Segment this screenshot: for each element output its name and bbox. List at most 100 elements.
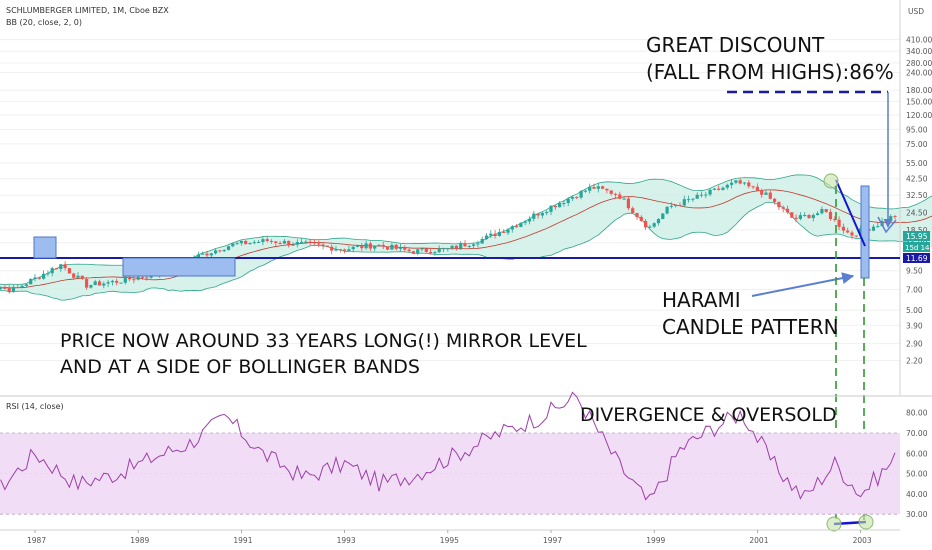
candle-body [747,182,751,187]
price-tick-label: 410.00 [906,36,932,45]
candle-body [364,243,368,249]
bb-upper [0,174,932,285]
candle-body [334,249,338,251]
annotation-harami-line1: HARAMI [662,288,741,312]
candle-body [730,182,734,185]
candle-body [390,244,394,250]
candle-body [484,235,489,239]
candle-body [592,187,596,189]
price-tick-label: 120.00 [906,111,932,120]
candle-body [695,194,699,199]
candle-body [398,247,403,249]
candle-body [803,214,807,216]
candle-body [343,249,347,251]
annotation-discount-line1: GREAT DISCOUNT [646,33,825,57]
candle-body [265,239,269,241]
candle-body [828,211,833,220]
candle-body [871,226,876,231]
candle-body [605,188,609,191]
candle-body [489,233,493,236]
candle-body [764,192,768,195]
price-tick-label: 2.90 [906,340,923,349]
last-price-label-bg [903,231,930,241]
candle-body [136,276,140,280]
candle-body [665,206,669,214]
candle-body [570,197,575,199]
candle-body [411,251,415,254]
x-tick-label: 1987 [27,536,46,545]
candle-body [308,241,312,243]
annotation-mirror-line1: PRICE NOW AROUND 33 YEARS LONG(!) MIRROR… [60,330,587,352]
candle-body [106,282,110,284]
candle-body [140,276,145,278]
candle-body [377,244,381,246]
price-tick-label: 75.00 [906,140,928,149]
candle-body [472,244,476,246]
rsi-label: RSI (14, close) [6,402,64,411]
candle-body [463,243,467,247]
candle-body [669,205,673,207]
candle-body [682,199,686,206]
x-tick-label: 1995 [440,536,459,545]
candle-body [368,243,372,249]
x-tick-label: 1993 [337,536,356,545]
candle-body [583,190,587,192]
candle-body [386,246,390,250]
rsi-band [0,432,900,515]
candle-body [678,205,682,207]
level-label-bg [903,253,930,263]
candle-body [278,242,282,244]
price-tick-label: 5.00 [906,306,923,315]
zone-rect-1987 [33,236,57,259]
candle-body [506,229,510,233]
candle-body [841,226,845,231]
candle-body [351,246,355,250]
candle-body [373,245,377,249]
candle-body [575,197,579,199]
annotation-harami-line2: CANDLE PATTERN [662,315,839,339]
x-tick-label: 1989 [130,536,149,545]
candle-body [454,245,458,249]
candle-body [312,242,317,244]
candle-body [295,242,299,245]
price-divergence-line [835,179,866,247]
candle-body [50,268,54,274]
price-highlight-circle [823,173,839,189]
candle-body [532,213,536,219]
price-tick-label: 150.00 [906,97,932,106]
candle-body [429,252,433,254]
candle-body [708,189,712,195]
candle-body [773,198,777,202]
candle-body [403,247,407,250]
candle-body [67,268,71,274]
candle-body [317,243,321,245]
candle-body [269,240,274,242]
x-tick-label: 1997 [543,536,562,545]
candle-body [85,278,89,288]
candle-body [63,264,67,269]
price-tick-label: 55.00 [906,159,928,168]
candle-body [287,240,291,246]
candle-body [222,249,226,252]
candle-body [777,201,781,208]
candle-body [304,241,308,243]
rsi-circle-1 [826,516,842,532]
candle-body [76,275,80,278]
price-tick-label: 32.50 [906,191,928,200]
candle-body [652,223,656,227]
candle-body [562,203,566,205]
candle-body [218,250,222,252]
candle-body [226,246,231,250]
candle-body [656,219,661,224]
candle-body [80,275,84,279]
candle-body [214,250,218,254]
candle-body [93,281,97,286]
candle-body [102,283,106,286]
price-tick-label: 2.20 [906,357,923,366]
harami-rect [860,185,870,279]
candle-body [523,221,527,223]
candle-body [824,209,828,212]
candle-body [201,253,205,255]
candle-body [626,198,630,209]
